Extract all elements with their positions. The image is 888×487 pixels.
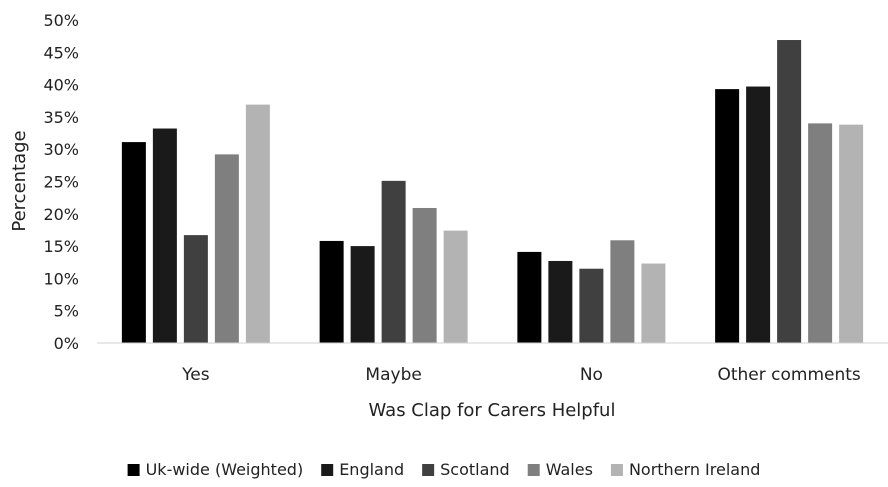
y-tick-label: 0%	[54, 334, 79, 353]
y-tick-label: 5%	[54, 302, 79, 321]
x-tick-label: No	[580, 365, 603, 385]
legend-swatch	[127, 464, 140, 476]
bar	[319, 240, 344, 343]
bar	[381, 180, 406, 343]
bar	[839, 124, 864, 343]
legend-swatch	[321, 464, 334, 476]
y-axis-ticks: 0% 5% 10% 15% 20% 25% 30% 35% 40% 45% 50%	[43, 11, 79, 353]
legend: Uk-wide (Weighted) England Scotland Wales No…	[127, 460, 760, 479]
legend-swatch	[422, 464, 435, 476]
legend-item: Uk-wide (Weighted)	[127, 460, 304, 479]
y-tick-label: 40%	[43, 76, 79, 95]
x-axis-title: Was Clap for Carers Helpful	[369, 400, 616, 421]
legend-item: England	[321, 460, 404, 479]
legend-label: Northern Ireland	[629, 460, 760, 479]
y-tick-label: 50%	[43, 11, 79, 30]
x-tick-label: Other comments	[717, 365, 860, 385]
x-axis-labels: Yes Maybe No Other comments	[181, 365, 861, 385]
bar	[121, 142, 146, 343]
bar	[715, 89, 740, 343]
bar	[443, 230, 468, 343]
bar	[350, 246, 375, 343]
bar	[214, 154, 239, 343]
bars	[121, 40, 864, 344]
bar	[579, 268, 604, 343]
x-tick-label: Maybe	[365, 365, 421, 385]
legend-label: England	[339, 460, 404, 479]
bar	[548, 260, 573, 343]
y-tick-label: 10%	[43, 269, 79, 288]
legend-item: Wales	[527, 460, 593, 479]
bar	[610, 240, 635, 343]
bar	[412, 207, 437, 343]
bar	[517, 251, 542, 343]
y-tick-label: 15%	[43, 237, 79, 256]
bar	[777, 40, 802, 343]
bar	[245, 104, 270, 343]
bar	[641, 263, 666, 343]
bar	[808, 123, 833, 343]
y-axis-title: Percentage	[9, 130, 30, 231]
bar	[152, 128, 177, 343]
y-tick-label: 45%	[43, 43, 79, 62]
legend-swatch	[610, 464, 623, 476]
bar	[746, 86, 771, 344]
bar	[183, 235, 208, 343]
legend-swatch	[527, 464, 540, 476]
legend-label: Uk-wide (Weighted)	[146, 460, 304, 479]
legend-item: Scotland	[422, 460, 510, 479]
legend-label: Wales	[546, 460, 593, 479]
x-tick-label: Yes	[181, 365, 210, 385]
y-tick-label: 30%	[43, 140, 79, 159]
y-tick-label: 25%	[43, 173, 79, 192]
legend-item: Northern Ireland	[610, 460, 760, 479]
y-tick-label: 35%	[43, 108, 79, 127]
legend-label: Scotland	[440, 460, 510, 479]
y-tick-label: 20%	[43, 205, 79, 224]
